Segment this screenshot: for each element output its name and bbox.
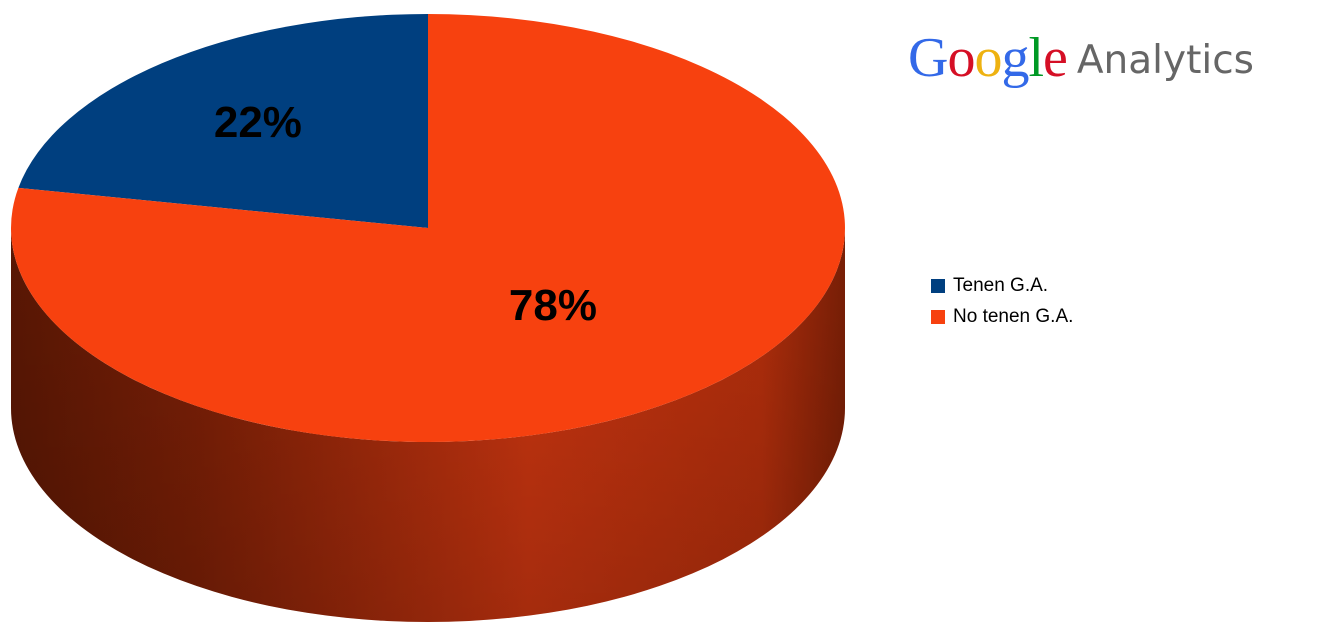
logo-letter: l bbox=[1028, 27, 1044, 89]
pie-side-shade bbox=[11, 228, 845, 622]
pie-data-label-1: 22% bbox=[214, 98, 302, 147]
pie-slice-2 bbox=[11, 14, 845, 442]
legend-label: Tenen G.A. bbox=[953, 274, 1049, 296]
analytics-wordmark: Analytics bbox=[1076, 38, 1254, 83]
legend-item: No tenen G.A. bbox=[931, 304, 1073, 329]
pie-side-wall bbox=[11, 228, 845, 622]
legend-item: Tenen G.A. bbox=[931, 273, 1073, 298]
google-analytics-logo: Google Analytics bbox=[908, 30, 1254, 86]
logo-letter: G bbox=[908, 27, 948, 89]
google-wordmark: Google bbox=[908, 27, 1068, 89]
pie-data-label-2: 78% bbox=[509, 281, 597, 330]
logo-letter: o bbox=[974, 27, 1002, 89]
legend-swatch bbox=[931, 309, 945, 324]
pie-data-labels: 22% 78% bbox=[214, 98, 597, 330]
pie-slice-1 bbox=[18, 14, 428, 228]
logo-letter: g bbox=[1001, 27, 1029, 89]
logo-letter: e bbox=[1043, 27, 1068, 89]
chart-legend: Tenen G.A. No tenen G.A. bbox=[931, 273, 1073, 335]
pie-slices bbox=[11, 14, 845, 442]
logo-letter: o bbox=[947, 27, 975, 89]
legend-swatch bbox=[931, 278, 945, 293]
legend-label: No tenen G.A. bbox=[953, 305, 1074, 327]
